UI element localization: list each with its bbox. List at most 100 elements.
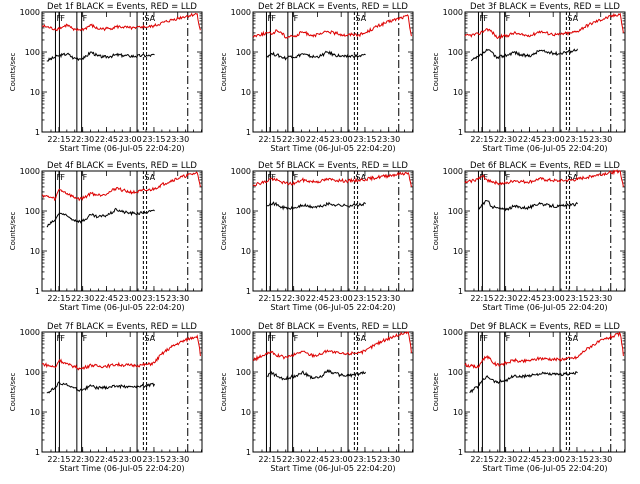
y-axis-label: Counts/sec bbox=[220, 53, 228, 92]
x-tick-label: 23:30 bbox=[589, 294, 612, 303]
flag-label: F bbox=[56, 334, 61, 343]
x-tick-label: 22:30 bbox=[71, 455, 94, 464]
panel-title: Det 1f BLACK = Events, RED = LLD bbox=[47, 2, 197, 12]
y-tick-label: 10 bbox=[241, 88, 251, 97]
y-tick-label: 100 bbox=[448, 48, 463, 57]
x-tick-label: 23:30 bbox=[166, 135, 189, 144]
y-tick-label: 10 bbox=[453, 247, 463, 256]
lld-series-line bbox=[464, 331, 624, 369]
x-tick-label: 23:00 bbox=[119, 294, 142, 303]
x-tick-label: 23:00 bbox=[119, 135, 142, 144]
plot-frame bbox=[41, 331, 203, 453]
flag-label: F bbox=[271, 14, 276, 23]
x-tick-label: 23:00 bbox=[542, 455, 565, 464]
panel-det-7f: Det 7f BLACK = Events, RED = LLD 1 10 100 10… bbox=[9, 322, 203, 473]
flag-label: SA bbox=[144, 173, 155, 182]
x-tick-label: 22:30 bbox=[71, 135, 94, 144]
x-tick-label: 22:15 bbox=[258, 294, 281, 303]
events-series-line bbox=[266, 369, 366, 381]
x-axis-label: Start Time (06-Jul-05 22:04:20) bbox=[59, 303, 184, 312]
x-tick-label: 23:30 bbox=[166, 455, 189, 464]
lld-series-line bbox=[464, 12, 624, 40]
flag-label: SA bbox=[355, 14, 366, 23]
x-tick-label: 22:15 bbox=[258, 455, 281, 464]
flag-label: F bbox=[506, 334, 511, 343]
x-tick-label: 23:15 bbox=[142, 294, 165, 303]
x-tick-label: 23:00 bbox=[542, 135, 565, 144]
y-tick-label: 100 bbox=[236, 368, 251, 377]
x-tick-label: 22:30 bbox=[494, 135, 517, 144]
flag-label: F bbox=[271, 173, 276, 182]
flag-label: F bbox=[479, 14, 484, 23]
y-tick-label: 1000 bbox=[231, 167, 251, 176]
x-tick-label: 22:30 bbox=[282, 294, 305, 303]
x-axis-label: Start Time (06-Jul-05 22:04:20) bbox=[270, 144, 395, 153]
x-tick-label: 22:45 bbox=[518, 135, 541, 144]
y-tick-label: 100 bbox=[25, 207, 40, 216]
x-axis-label: Start Time (06-Jul-05 22:04:20) bbox=[482, 464, 607, 473]
plot-frame bbox=[41, 11, 203, 133]
flag-label: F bbox=[56, 14, 61, 23]
y-tick-label: 1000 bbox=[443, 167, 463, 176]
panel-det-1f: Det 1f BLACK = Events, RED = LLD 1 10 100 10… bbox=[9, 2, 203, 153]
x-tick-label: 23:30 bbox=[377, 294, 400, 303]
events-series-line bbox=[266, 201, 366, 211]
plot-frame bbox=[464, 170, 626, 292]
x-axis-label: Start Time (06-Jul-05 22:04:20) bbox=[59, 464, 184, 473]
x-tick-label: 22:45 bbox=[306, 135, 329, 144]
flag-label: F bbox=[83, 334, 88, 343]
events-series-line bbox=[266, 50, 366, 61]
panel-det-2f: Det 2f BLACK = Events, RED = LLD 1 10 100 10… bbox=[220, 2, 414, 153]
flag-label: F bbox=[483, 14, 488, 23]
events-series-line bbox=[46, 51, 155, 62]
lld-series-line bbox=[42, 171, 201, 202]
lld-series-line bbox=[41, 12, 201, 32]
flag-label: F bbox=[483, 334, 488, 343]
plot-frame bbox=[252, 170, 414, 292]
events-series-line bbox=[46, 207, 155, 228]
flag-label: SA bbox=[567, 173, 578, 182]
panel-det-8f: Det 8f BLACK = Events, RED = LLD 1 10 100 10… bbox=[220, 322, 414, 473]
x-tick-label: 22:45 bbox=[95, 294, 118, 303]
events-series-line bbox=[46, 381, 155, 394]
events-series-line bbox=[478, 199, 578, 212]
x-tick-label: 22:45 bbox=[518, 294, 541, 303]
events-series-line bbox=[470, 48, 578, 62]
x-tick-label: 22:30 bbox=[494, 455, 517, 464]
panel-title: Det 7f BLACK = Events, RED = LLD bbox=[47, 322, 197, 332]
y-tick-label: 1000 bbox=[231, 8, 251, 17]
panel-det-3f: Det 3f BLACK = Events, RED = LLD 1 10 100 10… bbox=[432, 2, 626, 153]
y-tick-label: 100 bbox=[448, 207, 463, 216]
x-tick-label: 22:45 bbox=[95, 135, 118, 144]
flag-label: F bbox=[506, 14, 511, 23]
y-tick-label: 1 bbox=[246, 448, 251, 457]
y-axis-label: Counts/sec bbox=[432, 53, 440, 92]
x-axis-label: Start Time (06-Jul-05 22:04:20) bbox=[270, 303, 395, 312]
x-tick-label: 22:15 bbox=[47, 294, 70, 303]
y-tick-label: 100 bbox=[25, 368, 40, 377]
x-axis-label: Start Time (06-Jul-05 22:04:20) bbox=[482, 303, 607, 312]
flag-label: SA bbox=[355, 334, 366, 343]
panel-title: Det 8f BLACK = Events, RED = LLD bbox=[258, 322, 408, 332]
x-tick-label: 23:30 bbox=[377, 455, 400, 464]
y-axis-label: Counts/sec bbox=[220, 373, 228, 412]
x-tick-label: 23:30 bbox=[589, 135, 612, 144]
panel-det-5f: Det 5f BLACK = Events, RED = LLD 1 10 100 10… bbox=[220, 161, 414, 312]
x-tick-label: 23:15 bbox=[142, 135, 165, 144]
y-tick-label: 100 bbox=[25, 48, 40, 57]
x-tick-label: 22:15 bbox=[470, 455, 493, 464]
y-tick-label: 1 bbox=[246, 287, 251, 296]
y-tick-label: 100 bbox=[448, 368, 463, 377]
y-tick-label: 1000 bbox=[20, 167, 40, 176]
x-tick-label: 22:30 bbox=[282, 135, 305, 144]
plot-frame bbox=[464, 331, 626, 453]
x-tick-label: 23:15 bbox=[353, 294, 376, 303]
y-tick-label: 1 bbox=[458, 287, 463, 296]
x-tick-label: 23:30 bbox=[166, 294, 189, 303]
panel-det-9f: Det 9f BLACK = Events, RED = LLD 1 10 100 10… bbox=[432, 322, 626, 473]
x-tick-label: 22:30 bbox=[282, 455, 305, 464]
flag-label: F bbox=[267, 334, 272, 343]
panel-det-6f: Det 6f BLACK = Events, RED = LLD 1 10 100 10… bbox=[432, 161, 626, 312]
x-tick-label: 23:00 bbox=[330, 455, 353, 464]
